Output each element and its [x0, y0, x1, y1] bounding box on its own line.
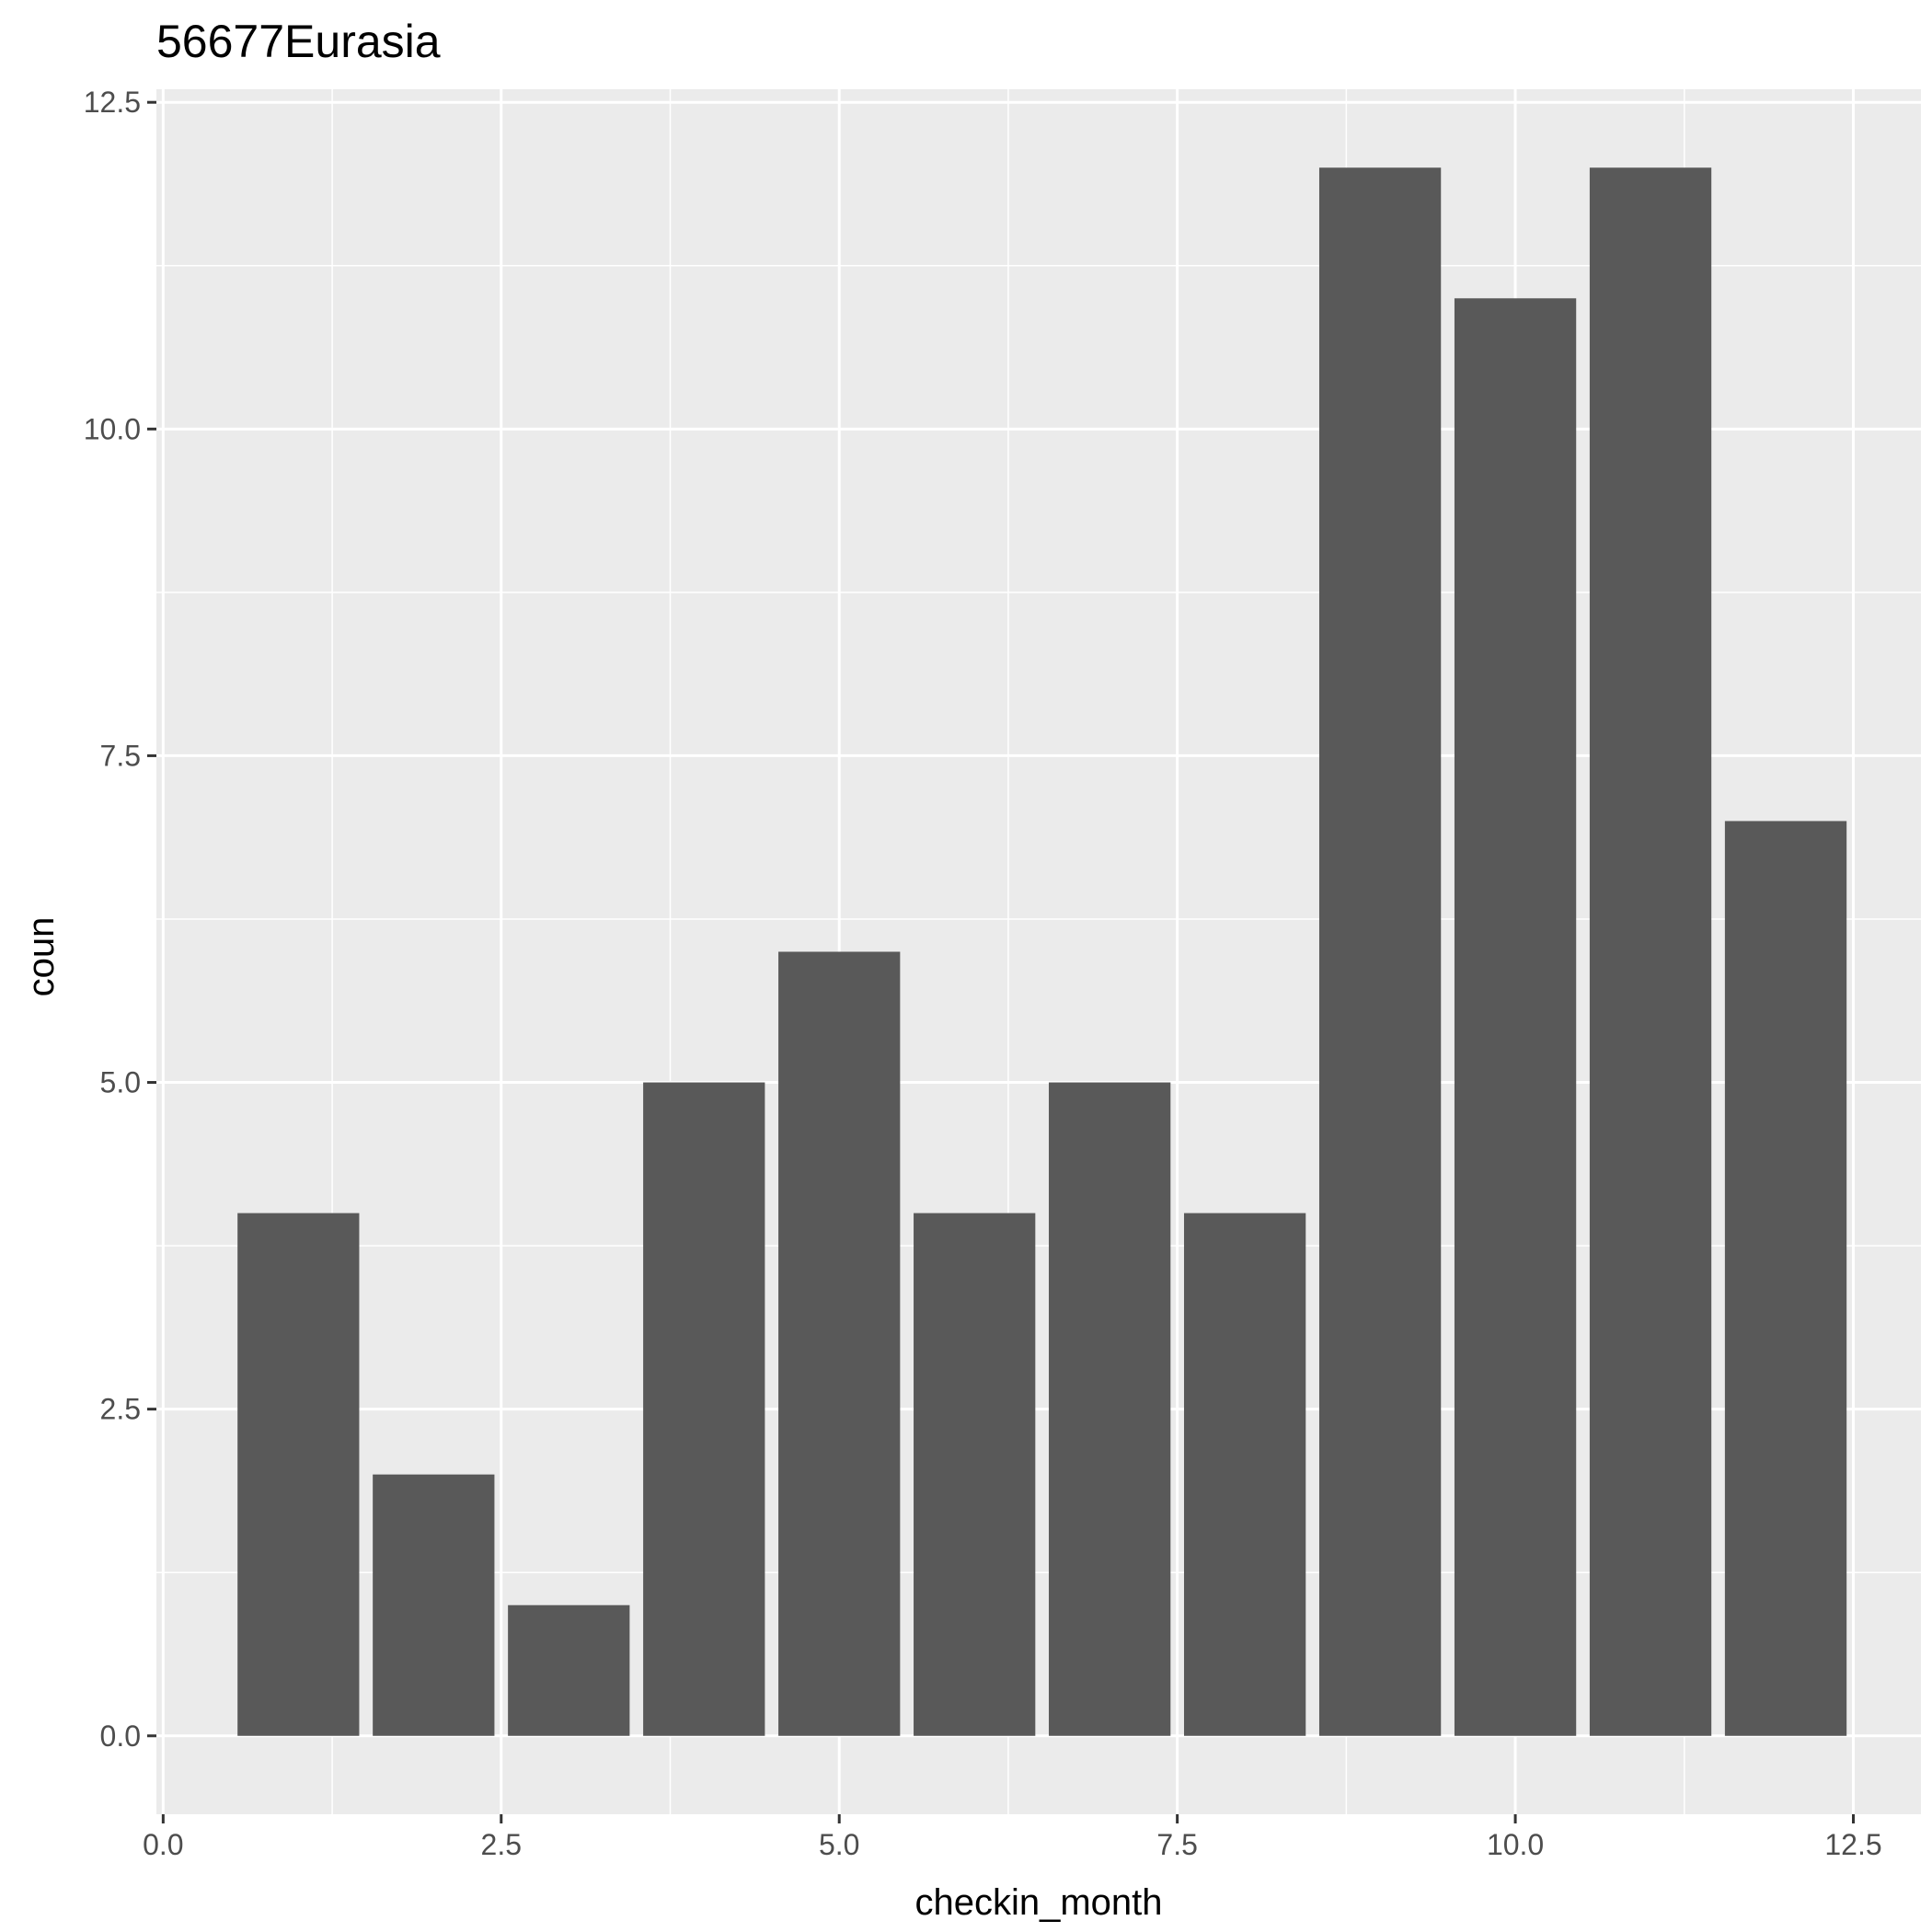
x-axis: 0.0 2.5 5.0 7.5 10.0 12.5 — [143, 1814, 1882, 1861]
bar-month-3 — [508, 1604, 630, 1736]
y-tick-label: 12.5 — [84, 86, 141, 119]
x-tick-label: 0.0 — [143, 1828, 183, 1861]
bar-month-8 — [1183, 1213, 1306, 1736]
x-tick-label: 12.5 — [1824, 1828, 1881, 1861]
x-axis-title: checkin_month — [914, 1882, 1162, 1923]
y-axis-title: coun — [21, 917, 62, 997]
chart-title: 56677Eurasia — [156, 16, 441, 67]
bar-month-6 — [914, 1213, 1036, 1736]
x-tick-label: 2.5 — [481, 1828, 522, 1861]
bar-month-12 — [1724, 821, 1847, 1736]
x-tick-label: 5.0 — [819, 1828, 859, 1861]
y-tick-label: 0.0 — [100, 1719, 141, 1753]
y-tick-label: 10.0 — [84, 412, 141, 445]
x-tick-label: 7.5 — [1156, 1828, 1197, 1861]
y-tick-label: 5.0 — [100, 1066, 141, 1099]
y-axis: 0.0 2.5 5.0 7.5 10.0 12.5 — [84, 86, 156, 1753]
bar-month-4 — [643, 1082, 765, 1736]
bars — [237, 167, 1847, 1736]
bar-month-2 — [373, 1474, 495, 1736]
y-tick-label: 2.5 — [100, 1393, 141, 1426]
bar-month-1 — [237, 1213, 360, 1736]
bar-month-11 — [1589, 167, 1712, 1736]
bar-month-7 — [1049, 1082, 1171, 1736]
x-tick-label: 10.0 — [1487, 1828, 1544, 1861]
bar-month-5 — [778, 951, 901, 1736]
y-tick-label: 7.5 — [100, 739, 141, 772]
bar-month-9 — [1318, 167, 1442, 1736]
bar-month-10 — [1454, 298, 1577, 1736]
